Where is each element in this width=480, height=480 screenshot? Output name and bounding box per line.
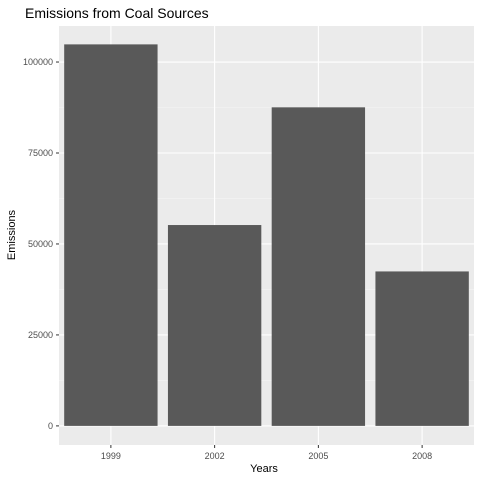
bar-2005 [271, 107, 366, 426]
y-tick-label: 0 [48, 421, 53, 431]
chart-title: Emissions from Coal Sources [25, 5, 209, 21]
x-tick-label: 1999 [101, 451, 121, 461]
x-tick-label: 2005 [308, 451, 328, 461]
y-axis-title: Emissions [6, 209, 18, 260]
y-tick-label: 100000 [23, 57, 53, 67]
x-axis-title: Years [250, 463, 278, 475]
x-tick-label: 2008 [412, 451, 432, 461]
bars [64, 44, 469, 426]
y-axis-ticks: 0 25000 50000 75000 100000 [23, 57, 59, 431]
y-tick-label: 25000 [28, 330, 53, 340]
bar-2002 [167, 225, 262, 426]
x-axis-ticks: 1999 2002 2005 2008 [101, 445, 432, 461]
y-tick-label: 50000 [28, 239, 53, 249]
y-tick-label: 75000 [28, 148, 53, 158]
bar-2008 [375, 271, 469, 426]
x-tick-label: 2002 [205, 451, 225, 461]
bar-1999 [64, 44, 158, 426]
